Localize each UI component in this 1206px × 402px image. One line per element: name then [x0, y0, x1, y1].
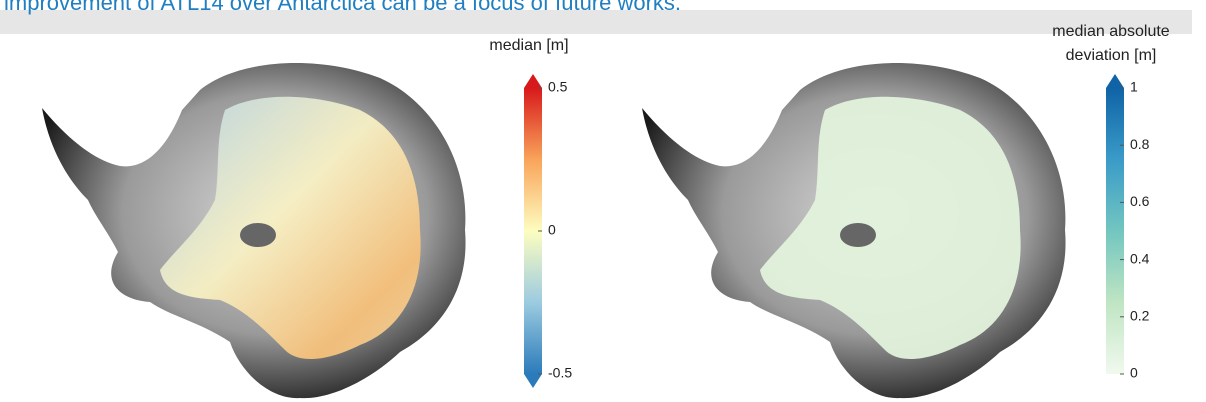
tick-label: 0.5: [548, 79, 568, 95]
tick-label: 1: [1130, 79, 1138, 95]
map-right: [642, 63, 1066, 398]
colorbar-arrow: [524, 374, 542, 388]
tick-label: 0: [548, 222, 556, 238]
tick-label: 0.4: [1130, 250, 1150, 266]
colorbar-title: median [m]: [489, 37, 568, 54]
figure: improvement of ATL14 over Antarctica can…: [0, 0, 1206, 402]
page: improvement of ATL14 over Antarctica can…: [0, 0, 1206, 402]
colorbar-arrow: [1106, 74, 1124, 88]
colorbar-title: deviation [m]: [1066, 47, 1157, 64]
tick-label: 0: [1130, 365, 1138, 381]
colorbar-arrow: [524, 74, 542, 88]
colorbar-title: median absolute: [1052, 23, 1170, 40]
map-left: [42, 63, 466, 398]
tick-label: 0.2: [1130, 308, 1150, 324]
header-text: improvement of ATL14 over Antarctica can…: [4, 0, 681, 15]
tick-label: 0.6: [1130, 193, 1150, 209]
colorbar: [1106, 88, 1124, 374]
tick-label: 0.8: [1130, 136, 1150, 152]
tick-label: -0.5: [548, 365, 572, 381]
